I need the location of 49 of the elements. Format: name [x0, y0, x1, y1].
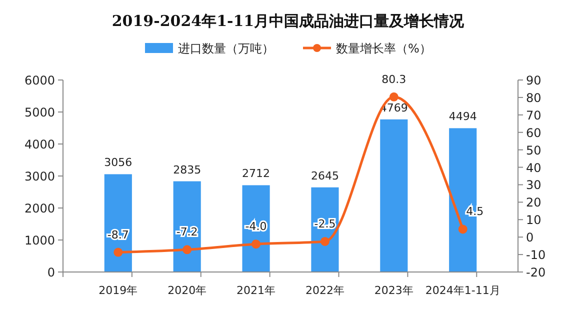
y-tick-label: 2000 — [24, 202, 55, 216]
data-label: -7.2 — [176, 226, 198, 239]
chart-title: 2019-2024年1-11月中国成品油进口量及增长情况 — [112, 12, 466, 30]
x-tick-label: 2024年1-11月 — [425, 284, 500, 297]
bar — [173, 181, 201, 272]
point — [252, 240, 261, 249]
data-label: -2.5 — [314, 217, 336, 230]
y2-tick-label: 10 — [526, 213, 542, 228]
y2-tick-label: 80 — [526, 90, 542, 105]
data-label: -8.7 — [107, 228, 129, 242]
x-tick-label: 2020年 — [168, 284, 207, 297]
x-tick-label: 2021年 — [236, 284, 276, 297]
y-tick-label: 6000 — [24, 74, 55, 88]
y2-tick-label: 30 — [526, 178, 542, 192]
legend-label: 进口数量（万吨） — [178, 42, 274, 56]
data-label: -4.0 — [245, 220, 267, 234]
data-label: 2645 — [310, 169, 339, 182]
x-tick-label: 2023年 — [374, 284, 414, 297]
y-tick-label: 4000 — [24, 138, 55, 152]
x-tick-label: 2022年 — [305, 284, 344, 297]
data-label: 2712 — [242, 167, 270, 180]
y-tick-label: 5000 — [24, 106, 55, 120]
x-tick-label: 2019年 — [98, 284, 138, 297]
data-label: 4494 — [448, 110, 477, 124]
y2-tick-label: 40 — [526, 160, 542, 175]
y2-tick-label: -20 — [526, 266, 546, 280]
y2-tick-label: -10 — [526, 248, 546, 262]
y2-tick-label: 90 — [526, 74, 542, 88]
y2-tick-label: 20 — [526, 196, 542, 210]
y-tick-label: 1000 — [24, 234, 55, 248]
point — [182, 245, 192, 254]
bar — [311, 187, 339, 272]
point — [458, 224, 468, 234]
legend-label: 数量增长率（%） — [336, 42, 432, 56]
point — [320, 236, 330, 246]
point — [114, 248, 123, 257]
y2-tick-label: 50 — [526, 143, 542, 158]
bar — [380, 119, 408, 272]
y-tick-label: 3000 — [24, 170, 55, 184]
y-tick-label: 0 — [47, 266, 55, 280]
y2-tick-label: 60 — [526, 126, 542, 140]
y2-tick-label: 0 — [526, 230, 534, 245]
y2-tick-label: 70 — [526, 108, 542, 122]
data-label: 80.3 — [382, 72, 406, 86]
data-label: 3056 — [104, 156, 132, 170]
bar — [104, 174, 132, 272]
data-label: 2835 — [173, 163, 202, 176]
point — [389, 92, 398, 102]
bar — [242, 185, 270, 272]
